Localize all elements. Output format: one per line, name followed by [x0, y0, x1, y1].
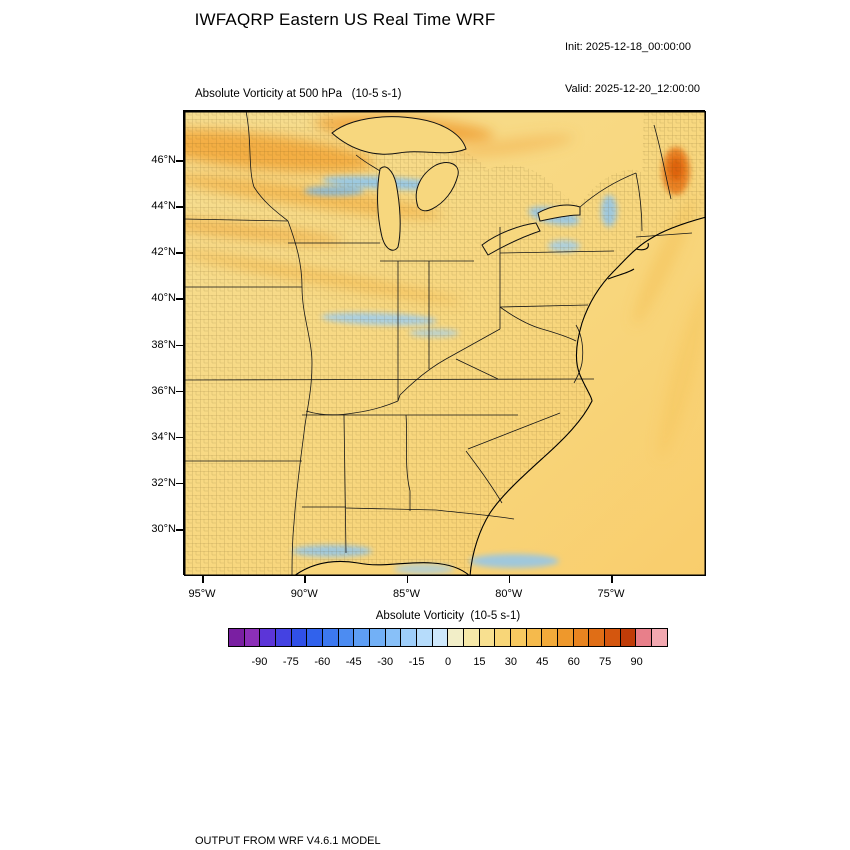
colorbar-cell: [259, 629, 276, 646]
lon-tick-mark: [508, 576, 511, 583]
lake-michigan: [377, 166, 401, 251]
lake-superior: [331, 116, 467, 155]
great-lakes: [331, 116, 581, 256]
run-info: Init: 2025-12-18_00:00:00 Valid: 2025-12…: [565, 12, 700, 124]
lat-tick-mark: [176, 436, 183, 439]
colorbar-cell: [275, 629, 291, 646]
colorbar-cells: [229, 629, 667, 646]
lat-tick-label: 34°N: [151, 430, 176, 443]
colorbar-cell: [604, 629, 620, 646]
colorbar-tick-label: -45: [345, 656, 362, 668]
lat-tick-label: 36°N: [151, 384, 176, 397]
colorbar-tick-label: 0: [444, 656, 452, 668]
lon-tick-mark: [202, 576, 204, 583]
colorbar-cell: [243, 629, 260, 646]
colorbar: [228, 628, 668, 647]
colorbar-cell: [478, 629, 495, 646]
colorbar-tick-label: 75: [599, 656, 612, 668]
lat-tick-mark: [176, 252, 183, 254]
colorbar-cell: [463, 629, 479, 646]
lake-huron: [415, 162, 459, 212]
colorbar-tick-label: 90: [630, 656, 643, 668]
colorbar-cell: [384, 629, 401, 646]
colorbar-tick-label: -75: [282, 656, 299, 668]
lat-tick-mark: [176, 482, 183, 485]
colorbar-cell: [541, 629, 558, 646]
colorbar-cell: [416, 629, 432, 646]
colorbar-cell: [572, 629, 589, 646]
colorbar-cell: [229, 629, 244, 646]
lon-tick-label: 95°W: [188, 588, 216, 600]
map-border: [184, 111, 706, 576]
lat-tick-label: 42°N: [151, 246, 176, 259]
valid-time: Valid: 2025-12-20_12:00:00: [565, 83, 700, 95]
colorbar-tick-label: -15: [408, 656, 425, 668]
lat-tick-mark: [176, 206, 183, 208]
state-boundaries: [184, 111, 693, 576]
lat-tick-mark: [176, 529, 183, 531]
colorbar-cell: [635, 629, 652, 646]
lat-tick-label: 32°N: [151, 476, 176, 489]
lat-tick-mark: [176, 160, 183, 162]
init-time: Init: 2025-12-18_00:00:00: [565, 41, 691, 53]
colorbar-tick-label: 30: [504, 656, 517, 668]
lat-tick-label: 46°N: [151, 154, 176, 166]
colorbar-cell: [494, 629, 511, 646]
lake-ontario: [537, 204, 581, 222]
coastline: [293, 216, 706, 576]
lake-erie: [481, 222, 541, 256]
lat-tick-mark: [176, 344, 183, 346]
colorbar-tick-label: -90: [251, 656, 268, 668]
colorbar-cell: [337, 629, 354, 646]
colorbar-cell: [557, 629, 573, 646]
lon-tick-label: 85°W: [392, 588, 421, 600]
lon-tick-mark: [304, 576, 306, 583]
colorbar-cell: [510, 629, 526, 646]
lon-tick-label: 80°W: [495, 588, 523, 600]
colorbar-label: Absolute Vorticity (10-5 s-1): [375, 610, 521, 622]
colorbar-cell: [400, 629, 417, 646]
colorbar-cell: [447, 629, 464, 646]
lon-tick-mark: [611, 576, 613, 583]
colorbar-ticks: -90 -75 -60 -45 -30 -15 0 15 30 45 60 75 90: [228, 656, 668, 672]
colorbar-cell: [588, 629, 605, 646]
colorbar-tick-label: 15: [473, 656, 486, 668]
colorbar-tick-label: 45: [536, 656, 549, 668]
lat-tick-label: 40°N: [151, 292, 176, 305]
lat-tick-mark: [176, 390, 183, 393]
colorbar-cell: [290, 629, 307, 646]
lon-tick-label: 75°W: [597, 588, 625, 600]
colorbar-cell: [651, 629, 667, 646]
field-subtitle: Absolute Vorticity at 500 hPa (10-5 s-1): [195, 88, 402, 100]
colorbar-tick-label: -60: [314, 656, 331, 668]
lon-tick-label: 90°W: [290, 588, 318, 600]
footer: OUTPUT FROM WRF V4.6.1 MODEL WE = 310 ; …: [195, 806, 628, 850]
colorbar-cell: [525, 629, 542, 646]
lat-tick-label: 30°N: [151, 523, 176, 535]
lat-tick-mark: [176, 298, 183, 300]
page-title: IWFAQRP Eastern US Real Time WRF: [194, 10, 496, 29]
lon-tick-mark: [406, 576, 408, 583]
lat-tick-label: 44°N: [151, 200, 176, 213]
colorbar-cell: [369, 629, 385, 646]
colorbar-cell: [306, 629, 323, 646]
colorbar-cell: [322, 629, 338, 646]
colorbar-cell: [431, 629, 448, 646]
colorbar-tick-label: -30: [377, 656, 394, 668]
colorbar-cell: [353, 629, 370, 646]
footer-line1: OUTPUT FROM WRF V4.6.1 MODEL: [195, 835, 381, 847]
colorbar-cell: [619, 629, 636, 646]
lat-tick-label: 38°N: [151, 338, 176, 351]
vorticity-map: [184, 111, 706, 576]
colorbar-tick-label: 60: [567, 656, 580, 668]
map-plot: [183, 110, 706, 576]
